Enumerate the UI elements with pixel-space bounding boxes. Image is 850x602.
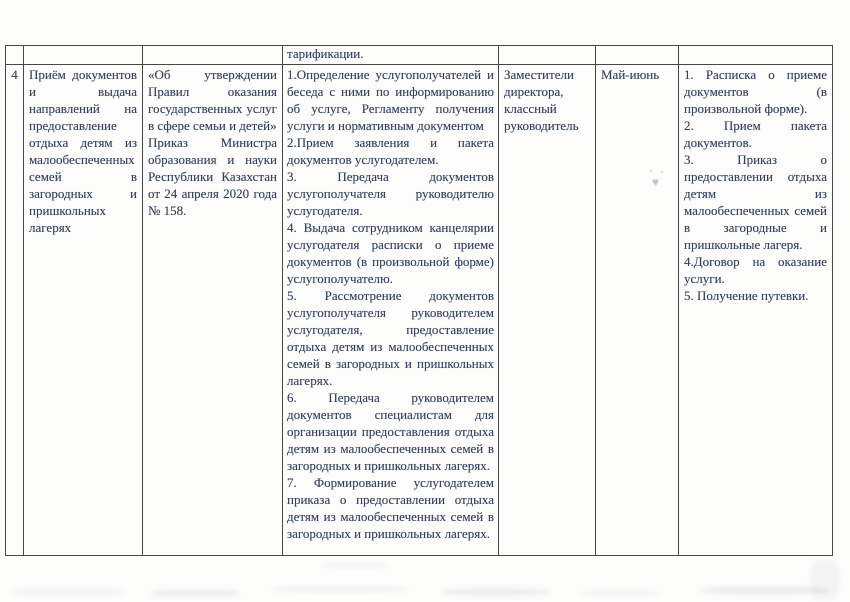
carryover-cell-responsible (499, 46, 596, 65)
service-table: тарификации. 4 Приём документов и выдача… (5, 45, 833, 556)
period-cell: Май-июнь (596, 65, 679, 555)
scan-smudge (440, 589, 550, 595)
scan-smudge (320, 563, 390, 568)
carryover-cell-period (596, 46, 679, 65)
scan-smudge (150, 590, 240, 596)
carryover-cell-procedure: тарификации. (283, 46, 499, 65)
carryover-cell-legal-basis (143, 46, 283, 65)
carryover-cell-service (24, 46, 143, 65)
row-number-cell: 4 (6, 65, 24, 555)
scan-smudge (700, 587, 830, 594)
responsible-cell: Заместители директора, классный руководи… (499, 65, 596, 555)
scan-smudge (270, 586, 410, 593)
carryover-cell-number (6, 46, 24, 65)
scan-speck (661, 171, 663, 173)
carryover-cell-result (679, 46, 832, 65)
result-cell: 1. Расписка о приеме документов (в произ… (684, 67, 827, 303)
scan-smudge (8, 588, 128, 596)
scan-artifact-heart-mark: ♥ (651, 174, 660, 190)
service-name-cell: Приём документов и выдача направлений на… (24, 65, 143, 555)
scan-smudge (810, 560, 840, 600)
scan-speck (650, 170, 652, 172)
scan-smudge (580, 590, 660, 596)
legal-basis-cell: «Об утверждении Правил оказания государс… (143, 65, 283, 555)
procedure-cell: 1.Определение услугополучателей и беседа… (283, 65, 499, 555)
